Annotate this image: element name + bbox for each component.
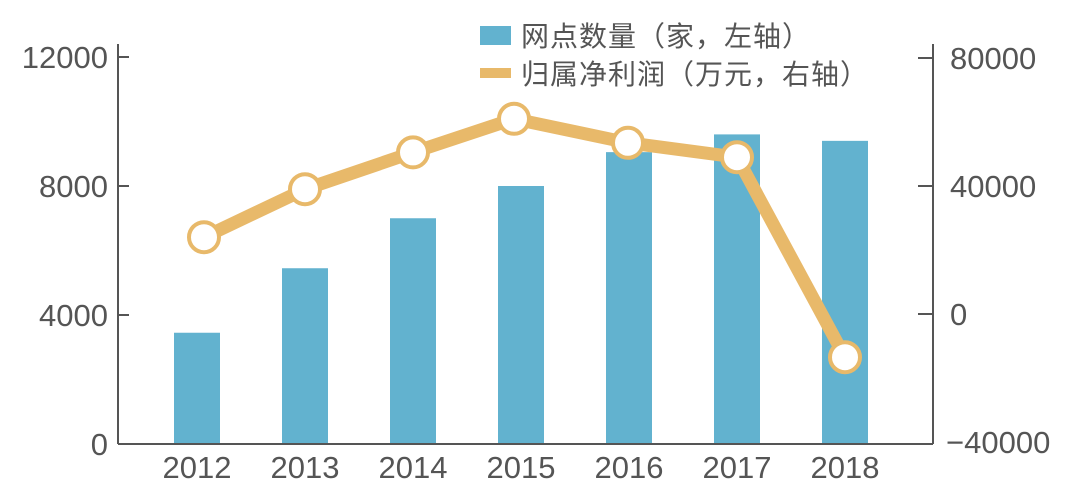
line-series-profit	[187, 101, 862, 375]
marker-2017	[720, 140, 754, 175]
left-tick-label: 12000	[22, 40, 108, 75]
x-tick-label: 2013	[271, 450, 340, 485]
legend-item-profit: 归属净利润（万元，右轴）	[480, 54, 869, 92]
axes	[117, 44, 934, 445]
bar-2014	[390, 218, 436, 444]
bar-2018	[822, 140, 868, 444]
x-tick-label: 2015	[487, 450, 556, 485]
x-tick-label: 2012	[163, 450, 232, 485]
x-tick-label: 2014	[379, 450, 448, 485]
bar-2016	[606, 152, 652, 444]
bar-2015	[498, 186, 544, 444]
legend: 网点数量（家，左轴） 归属净利润（万元，右轴）	[480, 16, 869, 92]
marker-2013	[288, 172, 322, 207]
marker-2014	[396, 135, 430, 170]
x-tick-label: 2018	[811, 450, 880, 485]
bar-2012	[174, 332, 220, 444]
legend-swatch-bar-icon	[480, 25, 511, 45]
right-tick-label: 40000	[950, 169, 1036, 204]
x-tick-label: 2016	[595, 450, 664, 485]
marker-2015	[497, 101, 531, 136]
left-tick-label: 0	[91, 427, 108, 462]
left-tick-label: 8000	[39, 169, 108, 204]
right-axis-ticks: 80000 40000 0 −40000	[918, 41, 1050, 460]
bar-2013	[282, 268, 328, 444]
right-tick-label: 0	[950, 297, 967, 332]
legend-item-branches: 网点数量（家，左轴）	[480, 16, 869, 54]
legend-label: 网点数量（家，左轴）	[521, 20, 812, 53]
x-tick-label: 2017	[703, 450, 772, 485]
right-tick-label: −40000	[946, 425, 1050, 460]
legend-label: 归属净利润（万元，右轴）	[521, 58, 870, 91]
marker-2012	[187, 220, 221, 255]
legend-swatch-line-icon	[480, 68, 511, 78]
bar-series-branches	[174, 134, 868, 444]
x-axis-ticks: 2012 2013 2014 2015 2016 2017 2018	[163, 450, 880, 485]
left-tick-label: 4000	[39, 298, 108, 333]
marker-2016	[611, 125, 645, 160]
right-tick-label: 80000	[950, 41, 1036, 76]
marker-2018	[828, 340, 862, 375]
left-axis-ticks: 12000 8000 4000 0	[22, 40, 129, 462]
